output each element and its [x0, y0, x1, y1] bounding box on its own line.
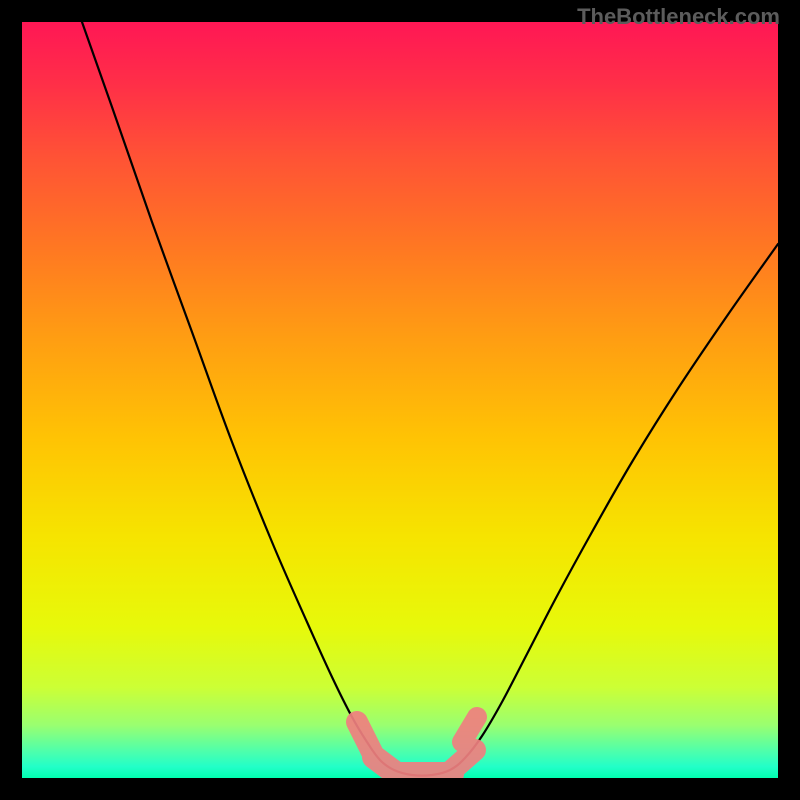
- outer-frame: TheBottleneck.com: [0, 0, 800, 800]
- chart-svg: [22, 22, 778, 778]
- chart-area: [22, 22, 778, 778]
- gradient-background: [22, 22, 778, 778]
- watermark-text: TheBottleneck.com: [577, 4, 780, 30]
- valley-marker: [462, 717, 477, 742]
